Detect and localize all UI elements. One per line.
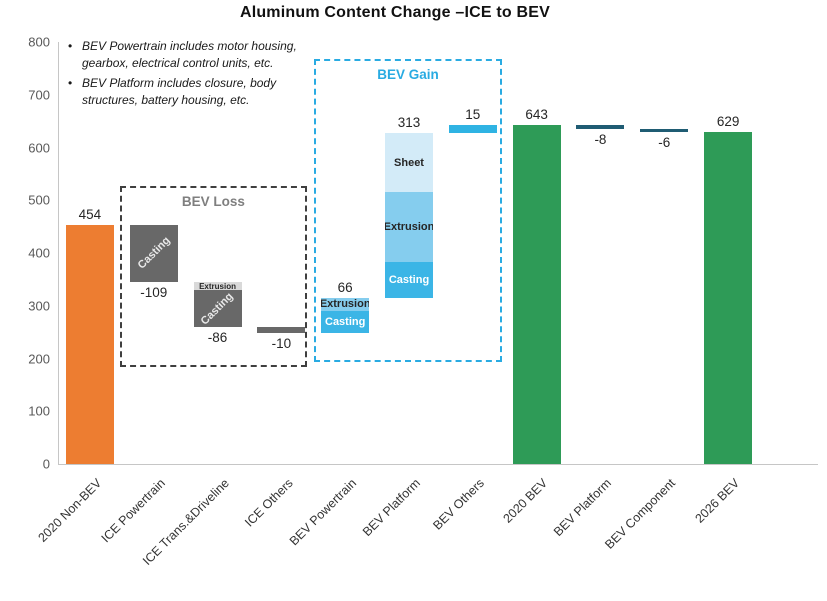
bar-value-label: 454 (78, 206, 102, 222)
annotation-box: BEV Loss (119, 186, 307, 367)
annotation-box: BEV Gain (313, 58, 503, 363)
bar-value-label: -10 (271, 335, 292, 351)
bar-ice-powertrain: Casting (129, 224, 178, 282)
bar-value-label: 643 (525, 106, 548, 122)
note-item: BEV Powertrain includes motor housing, g… (66, 38, 324, 73)
bar-2020-non-bev (65, 224, 114, 464)
bar-segment-casting: Casting (321, 311, 370, 333)
segment-label: Casting (388, 273, 430, 286)
x-axis-label-wrap: 2026 BEV (532, 474, 742, 526)
segment-label: Casting (199, 290, 237, 328)
bar-segment-extrusion: Extrusion (385, 192, 433, 262)
note-item: BEV Platform includes closure, body stru… (66, 75, 324, 110)
annotation-label: BEV Gain (377, 66, 439, 82)
bar-bev-others (448, 124, 497, 133)
bar-ice-others (257, 327, 306, 333)
bar-bev-platform (576, 124, 625, 130)
y-tick-label: 100 (28, 403, 50, 419)
y-tick-label: 500 (28, 192, 50, 208)
chart-notes: BEV Powertrain includes motor housing, g… (66, 38, 324, 112)
segment-label: Sheet (394, 156, 424, 169)
y-tick-label: 400 (28, 245, 50, 261)
bar-value-label: 629 (716, 114, 740, 130)
y-axis-line (58, 42, 59, 464)
bar-value-label: 15 (465, 106, 481, 122)
bar-value-label: 66 (337, 279, 353, 295)
bar-ice-trans-driveline: Extrusion Casting (193, 282, 242, 328)
segment-label: Extrusion (321, 298, 370, 311)
bar-bev-platform: Sheet Extrusion Casting (385, 132, 433, 298)
bar-bev-component (640, 129, 689, 133)
bar-2020-bev (512, 124, 561, 464)
bar-value-label: -86 (207, 330, 228, 346)
bar-value-label: -8 (594, 132, 607, 148)
y-tick-label: 800 (28, 34, 50, 50)
bar-value-label: -109 (140, 285, 168, 300)
y-tick-label: 600 (28, 140, 50, 155)
bar-segment-casting: Casting (385, 261, 433, 298)
segment-label: Casting (325, 315, 366, 328)
segment-label: Casting (135, 234, 173, 272)
bar-value-label: 313 (397, 114, 421, 130)
segment-label: Extrusion (199, 282, 236, 291)
y-tick-label: 0 (42, 456, 50, 472)
bar-value-label: -6 (658, 135, 671, 151)
bar-segment-extrusion: Extrusion (193, 282, 242, 291)
y-tick-label: 200 (28, 351, 50, 366)
bar-segment-extrusion: Extrusion (321, 297, 370, 312)
bar-2026-bev (704, 132, 753, 464)
bar-segment-sheet: Sheet (385, 132, 433, 193)
y-tick-label: 300 (28, 298, 50, 314)
bar-segment-casting: Casting (193, 290, 242, 328)
chart-title: Aluminum Content Change –ICE to BEV (239, 4, 551, 21)
segment-label: Extrusion (385, 221, 433, 234)
bar-segment-casting: Casting (129, 224, 178, 282)
annotation-label: BEV Loss (181, 194, 245, 209)
y-tick-label: 700 (28, 87, 50, 103)
x-axis-line (58, 464, 818, 465)
bar-bev-powertrain: Extrusion Casting (321, 297, 370, 333)
x-axis-label: 2026 BEV (692, 476, 742, 526)
